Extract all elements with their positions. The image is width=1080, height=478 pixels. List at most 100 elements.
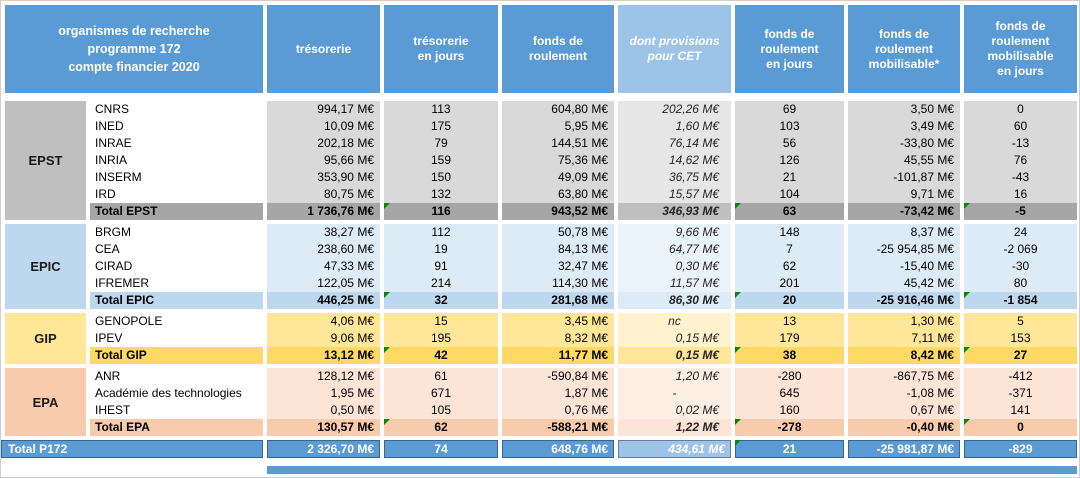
value-cell-text: 21 bbox=[782, 170, 797, 184]
value-cell-text: 5 bbox=[1017, 314, 1024, 328]
value-cell: 38,27 M€ bbox=[267, 224, 380, 241]
value-cell-text: -2 069 bbox=[1003, 242, 1038, 256]
value-cell-text: -13 bbox=[1011, 136, 1030, 150]
value-cell: 47,33 M€ bbox=[267, 258, 380, 275]
value-cell-text: 61 bbox=[434, 369, 448, 383]
grand-total-label: Total P172 bbox=[1, 440, 263, 458]
total-value-cell: 38 bbox=[735, 347, 844, 364]
value-cell-text: 353,90 M€ bbox=[317, 170, 374, 184]
value-cell: 8,32 M€ bbox=[502, 330, 614, 347]
total-value-cell: 42 bbox=[384, 347, 498, 364]
total-value-cell-text: 32 bbox=[434, 293, 448, 307]
value-cell: 15 bbox=[384, 313, 498, 330]
total-value-cell-text: 62 bbox=[434, 420, 448, 434]
value-cell: 144,51 M€ bbox=[502, 135, 614, 152]
grand-total-value-cell-text: -829 bbox=[1008, 442, 1033, 456]
value-cell-text: 79 bbox=[434, 136, 448, 150]
value-cell-text: 5,95 M€ bbox=[564, 119, 608, 133]
value-cell-text: 14,62 M€ bbox=[668, 153, 719, 167]
total-value-cell-text: 0 bbox=[1017, 420, 1024, 434]
total-value-cell-text: -73,42 M€ bbox=[899, 204, 954, 218]
value-cell: 994,17 M€ bbox=[267, 101, 380, 118]
value-cell: 175 bbox=[384, 118, 498, 135]
col-header-tresorerie-jours: trésorerie en jours bbox=[384, 5, 498, 93]
org-name: INSERM bbox=[90, 169, 263, 186]
value-cell-text: 1,87 M€ bbox=[564, 386, 608, 400]
value-cell: 0,50 M€ bbox=[267, 402, 380, 419]
value-cell-text: 1,20 M€ bbox=[675, 369, 719, 383]
value-cell-text: 0,15 M€ bbox=[675, 331, 719, 345]
value-cell: 128,12 M€ bbox=[267, 368, 380, 385]
value-cell: 103 bbox=[735, 118, 844, 135]
value-cell: 353,90 M€ bbox=[267, 169, 380, 186]
value-cell-text: 13 bbox=[782, 314, 797, 328]
total-value-cell: 32 bbox=[384, 292, 498, 309]
value-cell: 5,95 M€ bbox=[502, 118, 614, 135]
value-cell-text: 159 bbox=[430, 153, 452, 167]
value-cell-text: 126 bbox=[779, 153, 800, 167]
value-cell-text: 49,09 M€ bbox=[557, 170, 608, 184]
org-name-text: INSERM bbox=[95, 170, 142, 184]
value-cell-text: 15,57 M€ bbox=[668, 187, 719, 201]
value-cell-text: 24 bbox=[1013, 225, 1028, 239]
value-cell: -412 bbox=[964, 368, 1077, 385]
value-cell: 105 bbox=[384, 402, 498, 419]
total-value-cell-text: 63 bbox=[782, 204, 797, 218]
value-cell-text: 9,71 M€ bbox=[910, 187, 954, 201]
total-value-cell: 0 bbox=[964, 419, 1077, 436]
total-row-label-text: Total EPIC bbox=[95, 293, 155, 307]
value-cell: -33,80 M€ bbox=[848, 135, 960, 152]
total-value-cell: 1,22 M€ bbox=[618, 419, 731, 436]
value-cell-text: 56 bbox=[782, 136, 797, 150]
org-name-text: IFREMER bbox=[95, 276, 149, 290]
total-row-label: Total EPA bbox=[90, 419, 263, 436]
error-flag-icon bbox=[964, 419, 970, 425]
total-value-cell: 11,77 M€ bbox=[502, 347, 614, 364]
total-value-cell: 116 bbox=[384, 203, 498, 220]
grand-total-value-cell-text: -25 981,87 M€ bbox=[876, 442, 954, 456]
value-cell-text: 214 bbox=[430, 276, 452, 290]
value-cell: -13 bbox=[964, 135, 1077, 152]
org-name: CNRS bbox=[90, 101, 263, 118]
value-cell: -590,84 M€ bbox=[502, 368, 614, 385]
total-row-label-text: Total GIP bbox=[95, 348, 147, 362]
value-cell-text: 95,66 M€ bbox=[323, 153, 374, 167]
org-name: IHEST bbox=[90, 402, 263, 419]
value-cell-text: -33,80 M€ bbox=[899, 136, 954, 150]
group-label-epst: EPST bbox=[5, 101, 86, 220]
value-cell: 645 bbox=[735, 385, 844, 402]
value-cell: 9,71 M€ bbox=[848, 186, 960, 203]
error-flag-icon bbox=[384, 419, 390, 425]
total-value-cell: -0,40 M€ bbox=[848, 419, 960, 436]
org-name: GENOPOLE bbox=[90, 313, 263, 330]
group-label-gip: GIP bbox=[5, 313, 86, 364]
org-name-text: INRAE bbox=[95, 136, 132, 150]
total-value-cell: 8,42 M€ bbox=[848, 347, 960, 364]
value-cell: 62 bbox=[735, 258, 844, 275]
value-cell: 238,60 M€ bbox=[267, 241, 380, 258]
value-cell: 3,45 M€ bbox=[502, 313, 614, 330]
org-name: IFREMER bbox=[90, 275, 263, 292]
value-cell: 16 bbox=[964, 186, 1077, 203]
org-name-text: IHEST bbox=[95, 403, 131, 417]
total-value-cell-text: 446,25 M€ bbox=[317, 293, 374, 307]
value-cell-text: 141 bbox=[1010, 403, 1031, 417]
group-label-gip-text: GIP bbox=[34, 331, 57, 346]
error-flag-icon bbox=[735, 203, 741, 209]
total-value-cell-text: 11,77 M€ bbox=[558, 348, 608, 362]
error-flag-icon bbox=[735, 440, 741, 446]
total-value-cell-text: 27 bbox=[1013, 348, 1028, 362]
value-cell-text: 160 bbox=[779, 403, 800, 417]
value-cell-text: -867,75 M€ bbox=[893, 369, 954, 383]
value-cell-text: 0,76 M€ bbox=[564, 403, 608, 417]
total-value-cell: 130,57 M€ bbox=[267, 419, 380, 436]
value-cell-text: 3,45 M€ bbox=[564, 314, 608, 328]
org-name-text: CNRS bbox=[95, 102, 130, 116]
org-name: ANR bbox=[90, 368, 263, 385]
total-value-cell: 20 bbox=[735, 292, 844, 309]
value-cell: 604,80 M€ bbox=[502, 101, 614, 118]
total-row-label-text: Total EPA bbox=[95, 420, 150, 434]
value-cell: 160 bbox=[735, 402, 844, 419]
value-cell: 126 bbox=[735, 152, 844, 169]
value-cell-text: 50,78 M€ bbox=[557, 225, 608, 239]
